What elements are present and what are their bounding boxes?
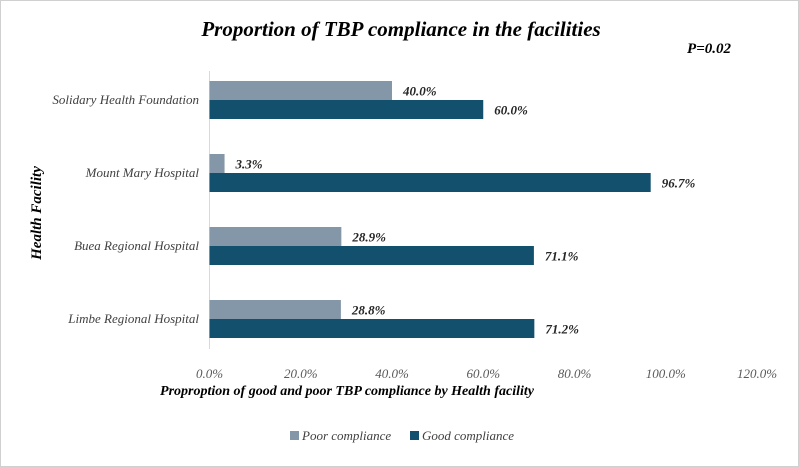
y-axis-title: Health Facility — [29, 166, 45, 261]
category-label: Limbe Regional Hospital — [67, 311, 199, 326]
x-axis-title: Proproption of good and poor TBP complia… — [160, 384, 535, 399]
category-label: Solidary Health Foundation — [52, 92, 199, 107]
good-compliance-bar — [209, 100, 484, 119]
x-tick-label: 0.0% — [196, 366, 223, 381]
bars: 40.0% 60.0% 3.3% 96.7% 28.9% 71.1% 28.8% 71.2% — [209, 81, 696, 338]
data-label: 3.3% — [235, 157, 263, 172]
x-tick-label: 40.0% — [375, 366, 409, 381]
data-label: 96.7% — [662, 176, 696, 191]
poor-compliance-bar — [209, 227, 342, 246]
data-label: 71.1% — [545, 249, 579, 264]
data-label: 40.0% — [402, 84, 437, 99]
x-tick-label: 20.0% — [284, 366, 318, 381]
good-compliance-bar — [209, 246, 534, 265]
x-tick-label: 60.0% — [466, 366, 500, 381]
category-label: Buea Regional Hospital — [74, 238, 199, 253]
legend-label: Good compliance — [422, 428, 514, 443]
legend-swatch — [410, 431, 419, 440]
x-tick-label: 80.0% — [558, 366, 592, 381]
legend-label: Poor compliance — [301, 428, 391, 443]
data-label: 28.8% — [351, 303, 386, 318]
x-tick-label: 120.0% — [737, 366, 777, 381]
p-value-annotation: P=0.02 — [687, 41, 731, 57]
poor-compliance-bar — [209, 154, 225, 173]
good-compliance-bar — [209, 319, 535, 338]
poor-compliance-bar — [209, 300, 341, 319]
chart-title: Proportion of TBP compliance in the faci… — [200, 17, 600, 41]
legend-swatch — [290, 431, 299, 440]
category-label: Mount Mary Hospital — [85, 165, 200, 180]
legend: Poor compliance Good compliance — [290, 428, 514, 443]
x-tick-labels: 0.0% 20.0% 40.0% 60.0% 80.0% 100.0% 120.0% — [196, 366, 777, 381]
data-label: 60.0% — [494, 103, 528, 118]
good-compliance-bar — [209, 173, 651, 192]
category-labels: Solidary Health Foundation Mount Mary Hos… — [52, 92, 199, 326]
data-label: 71.2% — [545, 322, 579, 337]
poor-compliance-bar — [209, 81, 392, 100]
data-label: 28.9% — [351, 230, 386, 245]
x-tick-label: 100.0% — [646, 366, 686, 381]
